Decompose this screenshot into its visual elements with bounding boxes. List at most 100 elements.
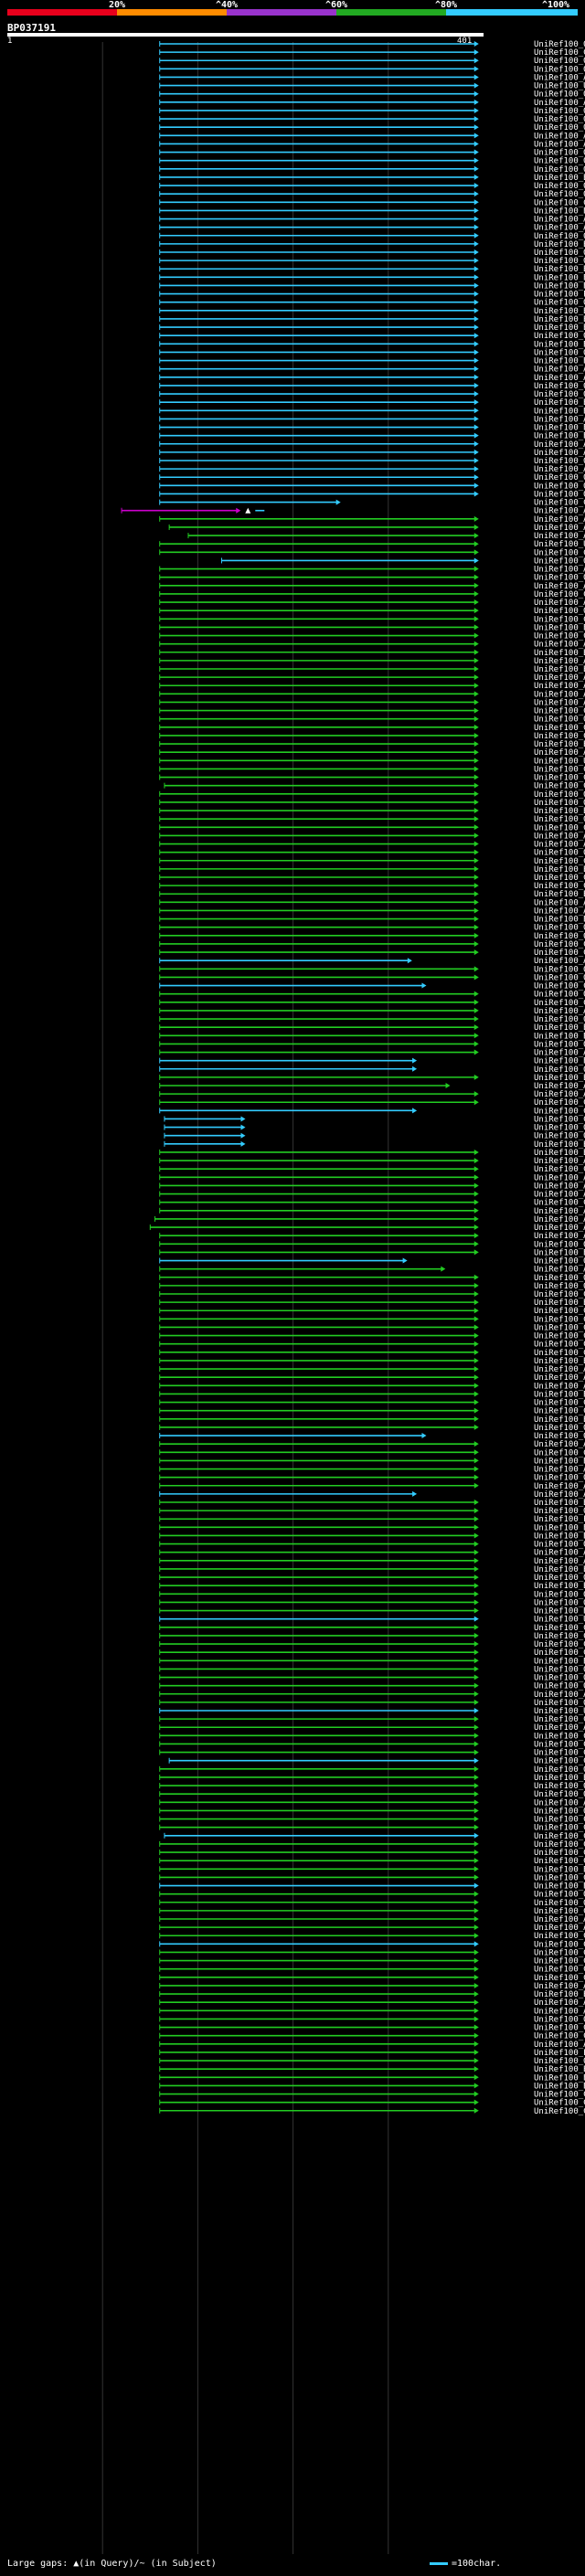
hit-label[interactable]: UniRef100_C4AVC6 — [534, 1624, 585, 1633]
hit-row[interactable]: UniRef100_A7TL31 — [159, 1440, 585, 1449]
hit-row[interactable]: UniRef100_Q7MUN6 — [159, 1674, 585, 1683]
hit-label[interactable]: UniRef100_C2FDC7 — [534, 1349, 585, 1358]
hit-label[interactable]: UniRef100_B9HQI3 — [534, 398, 585, 408]
hit-row[interactable]: UniRef100_B6UF59 — [159, 307, 585, 316]
hit-label[interactable]: UniRef100_Q25338 — [534, 1590, 585, 1599]
hit-label[interactable]: UniRef100_B8LQU7 — [534, 424, 585, 433]
hit-row[interactable]: UniRef100_P52810 — [159, 1515, 585, 1524]
hit-row[interactable]: UniRef100_C1N1U0 — [159, 499, 585, 508]
hit-row[interactable]: UniRef100_P93263 — [159, 291, 585, 300]
hit-label[interactable]: UniRef100_C6A7Z8 — [534, 1873, 585, 1882]
hit-label[interactable]: UniRef100_Q3UL74 — [534, 123, 585, 133]
hit-row[interactable]: UniRef100_C5S709 — [168, 1757, 585, 1766]
hit-row[interactable]: UniRef100_C4FE05 — [159, 1332, 585, 1341]
hit-label[interactable]: UniRef100_A7X0Y4 — [534, 657, 585, 666]
hit-row[interactable]: UniRef100_B9CSJ5 — [159, 1865, 585, 1874]
hit-row[interactable]: UniRef100_B7BEE3 — [159, 1299, 585, 1308]
hit-label[interactable]: UniRef100_Q5E4Y0 — [534, 1782, 585, 1791]
hit-row[interactable]: UniRef100_C1HAH2 — [159, 949, 585, 958]
hit-row[interactable]: UniRef100_Q2QLY5 — [159, 249, 585, 258]
hit-label[interactable]: UniRef100_Q2UYV8 — [534, 1432, 585, 1441]
hit-row[interactable]: UniRef100_A9PCN1 — [159, 374, 585, 383]
hit-label[interactable]: UniRef100_A3UEM6 — [534, 1373, 585, 1383]
hit-label[interactable]: UniRef100_C0PHU2 — [534, 782, 585, 791]
hit-row[interactable]: UniRef100_A5C7K7 — [159, 224, 585, 233]
hit-label[interactable]: UniRef100_Q60YN5 — [534, 557, 585, 566]
hit-row[interactable]: UniRef100_Q6XCR0 — [159, 473, 585, 482]
hit-label[interactable]: UniRef100_Q4JU21 — [534, 973, 585, 982]
hit-label[interactable]: UniRef100_C4JJV3 — [534, 857, 585, 866]
hit-row[interactable]: UniRef100_UPI000... — [159, 540, 585, 549]
hit-row[interactable]: UniRef100_A9PI13 — [159, 415, 585, 424]
hit-row[interactable]: UniRef100_A9NPF6 — [159, 449, 585, 458]
hit-label[interactable]: UniRef100_C4XD82 — [534, 940, 585, 949]
hit-label[interactable]: UniRef100_C6BZ50 — [534, 1290, 585, 1299]
hit-label[interactable]: UniRef100_C8N6E2 — [534, 2091, 585, 2100]
hit-row[interactable]: UniRef100_B6K1R8 — [159, 323, 585, 333]
hit-label[interactable]: UniRef100_B9N9K7 — [534, 240, 585, 249]
hit-row[interactable]: UniRef100_B5WF96 — [159, 1457, 585, 1466]
hit-row[interactable]: UniRef100_A6R7F7 — [159, 748, 585, 758]
hit-row[interactable]: UniRef100_B1Z0R8 — [164, 1140, 585, 1150]
hit-row[interactable]: UniRef100_B9IPT1 — [159, 281, 585, 291]
hit-row[interactable]: UniRef100_C4XD82 — [159, 940, 585, 949]
hit-row[interactable]: UniRef100_Q0CRM7 — [159, 716, 585, 725]
hit-label[interactable]: UniRef100_Q6AH73 — [534, 1598, 585, 1607]
hit-label[interactable]: UniRef100_C5N4D8 — [534, 2024, 585, 2033]
hit-row[interactable]: UniRef100_A8SS90 — [159, 1382, 585, 1391]
hit-label[interactable]: UniRef100_A6EWC2 — [534, 1215, 585, 1224]
hit-label[interactable]: UniRef100_Q4HXX8 — [534, 1541, 585, 1550]
hit-label[interactable]: UniRef100_UPI000... — [534, 1707, 585, 1716]
hit-label[interactable]: UniRef100_Q6JLW2 — [534, 1891, 585, 1900]
hit-label[interactable]: UniRef100_Q1RQX0 — [534, 1132, 585, 1141]
hit-row[interactable]: UniRef100_Q9D6X5 — [159, 107, 585, 116]
hit-row[interactable]: UniRef100_B9Z1M7 — [159, 1357, 585, 1366]
hit-row[interactable]: UniRef100_B4EJ37 — [159, 1248, 585, 1257]
hit-label[interactable]: UniRef100_C9QTH2 — [534, 1732, 585, 1741]
hit-row[interactable]: UniRef100_A9RR58 — [159, 1549, 585, 1558]
hit-label[interactable]: UniRef100_C4R1B5 — [534, 774, 585, 783]
hit-row[interactable]: UniRef100_B9RQ33 — [159, 265, 585, 274]
hit-label[interactable]: UniRef100_B6UF59 — [534, 307, 585, 316]
hit-label[interactable]: UniRef100_C6HJ94 — [534, 765, 585, 774]
hit-label[interactable]: UniRef100_B5S190 — [534, 174, 585, 183]
hit-label[interactable]: UniRef100_Q4LB12 — [534, 90, 585, 100]
hit-label[interactable]: UniRef100_Q0S8F5 — [534, 1282, 585, 1291]
hit-row[interactable]: UniRef100_B9L2E7 — [159, 2073, 585, 2083]
hit-label[interactable]: UniRef100_Q7MUN6 — [534, 1674, 585, 1683]
hit-row[interactable]: UniRef100_Q71EW8 — [159, 40, 585, 49]
hit-label[interactable]: UniRef100_B7NSS0 — [534, 807, 585, 816]
hit-label[interactable]: UniRef100_B9I615 — [534, 340, 585, 349]
hit-label[interactable]: UniRef100_C5ZW73 — [534, 548, 585, 557]
hit-label[interactable]: UniRef100_A4EEJ7 — [534, 1224, 585, 1233]
hit-label[interactable]: UniRef100_P52810 — [534, 1515, 585, 1524]
hit-row[interactable]: UniRef100_A3KZ24 — [159, 1090, 585, 1099]
hit-row[interactable]: UniRef100_C8KS74 — [159, 1824, 585, 1833]
hit-label[interactable]: UniRef100_A6R7F7 — [534, 748, 585, 758]
hit-label[interactable]: UniRef100_C4FE05 — [534, 1332, 585, 1341]
hit-label[interactable]: UniRef100_Q9LMX3 — [534, 232, 585, 241]
hit-row[interactable]: UniRef100_A6K2C1 — [159, 1157, 585, 1166]
hit-label[interactable]: UniRef100_Q7C2C4 — [534, 849, 585, 858]
hit-row[interactable]: UniRef100_Q8H162 — [159, 157, 585, 166]
hit-row[interactable]: UniRef100_A4LJS1 — [159, 957, 585, 966]
hit-row[interactable]: UniRef100_C4AVC6 — [159, 1624, 585, 1633]
hit-row[interactable]: UniRef100_A7BRZ9 — [159, 1232, 585, 1241]
hit-row[interactable]: UniRef100_C5YMN7 — [159, 1399, 585, 1408]
hit-row[interactable]: UniRef100_C4DSS5 — [159, 874, 585, 883]
hit-label[interactable]: UniRef100_B8LPV2 — [534, 407, 585, 416]
hit-row[interactable]: UniRef100_A6C0M5 — [159, 566, 585, 575]
hit-row[interactable]: UniRef100_B8LPV2 — [159, 407, 585, 416]
hit-row[interactable]: UniRef100_C1GJ59 — [159, 982, 585, 991]
hit-label[interactable]: UniRef100_C5VKB7 — [534, 1957, 585, 1966]
hit-label[interactable]: UniRef100_C3Y5Y3 — [534, 198, 585, 207]
hit-label[interactable]: UniRef100_A8SS90 — [534, 1382, 585, 1391]
hit-label[interactable]: UniRef100_Q1LU87 — [534, 1699, 585, 1708]
hit-row[interactable]: UniRef100_C5Y3K9 — [159, 1315, 585, 1324]
hit-row[interactable]: UniRef100_C0QCY8 — [159, 1749, 585, 1758]
hit-row[interactable]: UniRef100_A9NMQ2 — [159, 440, 585, 450]
hit-row[interactable]: UniRef100_C5GE72 — [159, 823, 585, 832]
hit-label[interactable]: UniRef100_B9WK21 — [534, 1565, 585, 1574]
hit-label[interactable]: UniRef100_Q801E4 — [534, 790, 585, 800]
hit-label[interactable]: UniRef100_Q8H162 — [534, 157, 585, 166]
